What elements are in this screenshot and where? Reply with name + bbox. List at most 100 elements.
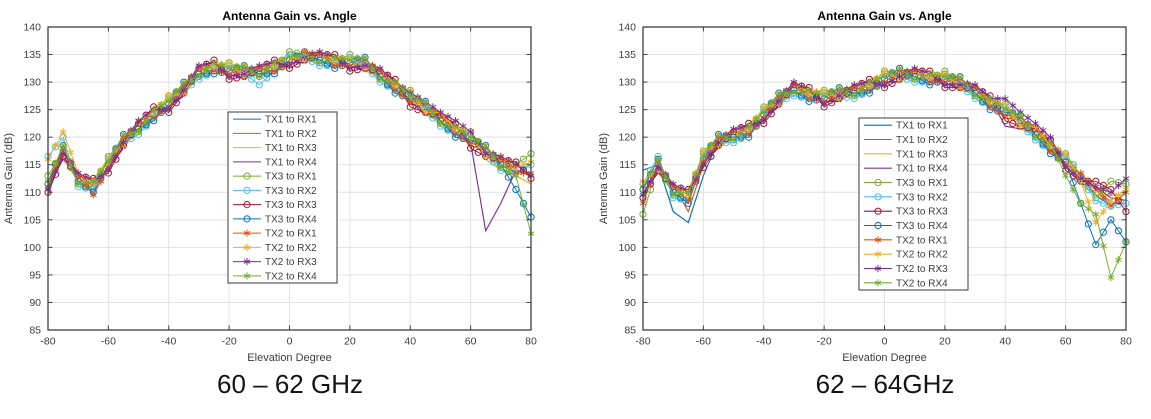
y-tick-label: 85 [624,325,636,337]
x-tick-label: 60 [1060,336,1072,348]
x-tick-label: 60 [465,336,477,348]
legend-entry-TX3-to-RX3: TX3 to RX3 [233,200,317,211]
legend-label: TX3 to RX2 [265,186,317,197]
x-tick-label: 0 [287,336,293,348]
y-tick-label: 135 [618,49,636,61]
x-tick-label: 20 [344,336,356,348]
legend-entry-TX1-to-RX4: TX1 to RX4 [864,164,948,175]
y-tick-label: 105 [23,214,41,226]
legend: TX1 to RX1 TX1 to RX2 TX1 to RX3 TX1 to RX4… [227,111,338,284]
x-tick-label: 20 [939,336,951,348]
x-axis-label: Elevation Degree [842,352,926,364]
x-tick-label: -60 [696,336,711,348]
series-TX2-to-RX4 [639,64,1130,282]
legend-entry-TX1-to-RX1: TX1 to RX1 [233,115,317,126]
y-tick-label: 120 [23,132,41,144]
y-tick-label: 90 [29,297,41,309]
legend-label: TX2 to RX1 [896,235,948,246]
legend-entry-TX1-to-RX2: TX1 to RX2 [233,129,317,140]
gain-chart-1: -80 -60 -40 -20 0 20 40 60 80 85 90 95 100 105 110 115 1… [3,9,537,364]
y-tick-label: 110 [619,187,636,199]
legend-box [227,111,338,284]
y-tick-label: 100 [618,242,636,254]
legend-entry-TX2-to-RX2: TX2 to RX2 [233,243,317,254]
legend-label: TX3 to RX4 [265,214,317,225]
legend-label: TX2 to RX4 [265,271,317,282]
y-tick-label: 135 [23,49,41,61]
y-tick-label: 130 [23,77,41,89]
y-tick-label: 120 [618,132,636,144]
legend-entry-TX2-to-RX1: TX2 to RX1 [864,235,948,246]
legend-label: TX3 to RX3 [265,200,317,211]
legend-label: TX3 to RX1 [265,172,317,183]
legend-entry-TX2-to-RX4: TX2 to RX4 [233,271,317,282]
figure-60-62-ghz: -80 -60 -40 -20 0 20 40 60 80 85 90 95 100 105 110 115 1… [0,0,556,419]
legend-entry-TX2-to-RX3: TX2 to RX3 [233,257,317,268]
y-tick-label: 95 [624,269,636,281]
legend-label: TX2 to RX3 [265,257,317,268]
x-tick-label: 0 [882,336,888,348]
y-tick-label: 100 [23,242,41,254]
legend-entry-TX2-to-RX2: TX2 to RX2 [864,250,948,261]
legend-label: TX1 to RX3 [265,143,317,154]
legend-entry-TX1-to-RX3: TX1 to RX3 [864,149,948,160]
x-axis-label: Elevation Degree [247,352,331,364]
legend-entry-TX1-to-RX2: TX1 to RX2 [864,135,948,146]
x-tick-label: 80 [1120,336,1132,348]
x-tick-label: -80 [40,336,55,348]
legend-label: TX1 to RX1 [896,121,948,132]
y-tick-label: 115 [24,159,41,171]
x-tick-label: -40 [161,336,176,348]
x-tick-label: 40 [404,336,416,348]
series-markers [44,50,535,238]
legend-label: TX2 to RX4 [896,278,948,289]
legend-entry-TX3-to-RX4: TX3 to RX4 [233,214,317,225]
legend-entry-TX3-to-RX4: TX3 to RX4 [864,221,948,232]
y-tick-label: 125 [23,104,41,116]
ticks [47,26,532,331]
legend-label: TX2 to RX2 [265,243,317,254]
chart-title: Antenna Gain vs. Angle [222,9,357,23]
x-tick-label: -20 [817,336,832,348]
y-tick-label: 110 [24,187,41,199]
legend-label: TX3 to RX2 [896,192,948,203]
y-tick-label: 85 [29,325,41,337]
series-markers [639,64,1130,282]
legend-entry-TX2-to-RX3: TX2 to RX3 [864,264,948,275]
legend-entry-TX1-to-RX1: TX1 to RX1 [864,121,948,132]
legend-label: TX1 to RX2 [896,135,948,146]
series-TX2-to-RX4 [44,50,535,238]
x-tick-label: 80 [525,336,537,348]
y-tick-label: 140 [23,22,41,34]
gain-chart-2: -80 -60 -40 -20 0 20 40 60 80 85 90 95 100 105 110 115 1… [598,9,1132,364]
legend-label: TX3 to RX1 [896,178,948,189]
y-tick-label: 125 [618,104,636,116]
legend-entry-TX3-to-RX1: TX3 to RX1 [864,178,948,189]
legend-label: TX1 to RX4 [265,157,317,168]
chart-title: Antenna Gain vs. Angle [817,9,952,23]
legend: TX1 to RX1 TX1 to RX2 TX1 to RX3 TX1 to RX4… [858,117,969,291]
y-tick-label: 130 [618,77,636,89]
x-tick-label: 40 [999,336,1011,348]
legend-label: TX1 to RX2 [265,129,317,140]
x-tick-label: -60 [101,336,116,348]
legend-entry-TX3-to-RX1: TX3 to RX1 [233,172,317,183]
figure-caption-1: 60 – 62 GHz [217,369,363,399]
legend-box [858,117,969,291]
legend-label: TX1 to RX4 [896,164,948,175]
legend-label: TX1 to RX3 [896,149,948,160]
y-axis-label: Antenna Gain (dB) [3,133,15,224]
legend-entry-TX1-to-RX4: TX1 to RX4 [233,157,317,168]
legend-entry-TX2-to-RX4: TX2 to RX4 [864,278,948,289]
figure-caption-2: 62 – 64GHz [815,369,955,399]
ticks [642,26,1127,331]
y-axis-label: Antenna Gain (dB) [598,133,610,224]
y-tick-label: 90 [624,297,636,309]
figure-62-64-ghz: -80 -60 -40 -20 0 20 40 60 80 85 90 95 100 105 110 115 1… [595,0,1151,419]
y-tick-label: 140 [618,22,636,34]
y-tick-label: 95 [29,269,41,281]
legend-label: TX1 to RX1 [265,115,317,126]
legend-entry-TX2-to-RX1: TX2 to RX1 [233,229,317,240]
legend-label: TX2 to RX1 [265,229,317,240]
